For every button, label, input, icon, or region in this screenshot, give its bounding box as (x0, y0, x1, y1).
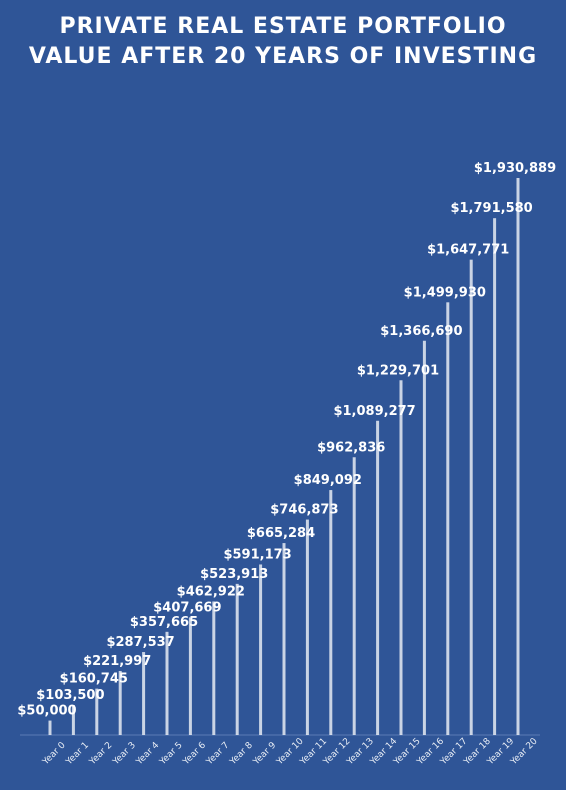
x-tick-label-8: Year 8 (228, 740, 256, 768)
x-tick-label-7: Year 7 (204, 740, 231, 767)
chart-title: PRIVATE REAL ESTATE PORTFOLIO VALUE AFTE… (0, 12, 566, 72)
x-tick-label-3: Year 3 (111, 740, 138, 767)
bar-16 (422, 340, 426, 735)
data-label-18: $1,647,771 (427, 243, 509, 258)
bar-6 (188, 617, 192, 735)
data-label-17: $1,499,930 (404, 285, 486, 300)
data-label-11: $746,873 (270, 503, 338, 518)
data-label-4: $287,537 (106, 635, 174, 650)
x-tick-label-6: Year 6 (181, 740, 209, 768)
data-label-9: $591,173 (223, 547, 291, 562)
x-tick-label-1: Year 1 (64, 740, 91, 767)
data-label-6: $407,669 (153, 600, 221, 615)
bar-1 (71, 705, 75, 735)
bar-20 (516, 178, 520, 735)
bar-13 (352, 457, 356, 735)
bar-14 (376, 420, 380, 735)
data-label-5: $357,665 (130, 615, 198, 630)
bar-18 (469, 259, 473, 735)
bar-0 (48, 720, 52, 735)
data-label-20: $1,930,889 (474, 161, 556, 176)
bar-17 (446, 302, 450, 735)
data-label-8: $523,913 (200, 567, 268, 582)
bar-10 (282, 543, 286, 735)
data-label-16: $1,366,690 (380, 324, 462, 339)
bar-12 (329, 490, 333, 735)
data-label-2: $160,745 (60, 672, 128, 687)
bar-4 (142, 652, 146, 735)
x-tick-label-0: Year 0 (40, 740, 68, 768)
data-label-7: $462,922 (177, 584, 245, 599)
bar-9 (259, 564, 263, 735)
x-tick-label-2: Year 2 (87, 740, 114, 767)
data-label-3: $221,997 (83, 654, 151, 669)
data-label-0: $50,000 (17, 704, 76, 719)
chart-title-line-2: VALUE AFTER 20 YEARS OF INVESTING (28, 44, 538, 69)
bar-11 (305, 519, 309, 735)
data-label-14: $1,089,277 (333, 404, 415, 419)
bar-7 (212, 601, 216, 735)
data-label-13: $962,836 (317, 440, 385, 455)
bar-5 (165, 631, 169, 735)
bar-3 (118, 670, 122, 735)
bar-19 (493, 218, 497, 735)
bar-8 (235, 583, 239, 735)
x-tick-label-5: Year 5 (157, 740, 184, 767)
data-label-1: $103,500 (36, 688, 104, 703)
data-label-15: $1,229,701 (357, 363, 439, 378)
bar-15 (399, 380, 403, 735)
x-tick-label-9: Year 9 (251, 740, 279, 768)
bar-2 (95, 688, 99, 735)
chart-title-line-1: PRIVATE REAL ESTATE PORTFOLIO (59, 14, 507, 39)
data-label-10: $665,284 (247, 526, 315, 541)
data-label-19: $1,791,580 (450, 201, 532, 216)
data-label-12: $849,092 (294, 473, 362, 488)
x-tick-label-4: Year 4 (134, 740, 162, 768)
